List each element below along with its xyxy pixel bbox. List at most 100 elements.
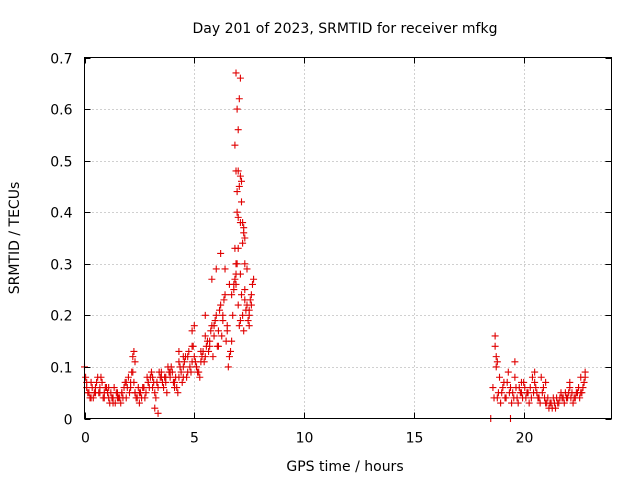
data-point: [227, 347, 235, 355]
data-point: [128, 368, 136, 376]
data-point: [565, 389, 573, 397]
data-point: [97, 373, 105, 381]
data-point: [162, 373, 170, 381]
x-tick-labels: 0 5 10 15 20: [81, 431, 533, 447]
data-point: [207, 327, 215, 335]
data-point: [510, 394, 518, 402]
data-point: [93, 378, 101, 386]
data-point: [241, 296, 249, 304]
data-point: [122, 394, 130, 402]
data-point: [196, 373, 204, 381]
data-point: [198, 353, 206, 361]
data-point: [130, 347, 138, 355]
data-point: [141, 394, 149, 402]
data-point: [238, 198, 246, 206]
data-point: [221, 265, 229, 273]
data-point: [511, 358, 519, 366]
data-point: [489, 384, 497, 392]
data-point: [490, 394, 498, 402]
data-point: [84, 389, 92, 397]
data-point: [547, 399, 555, 407]
data-point: [175, 358, 183, 366]
data-point: [233, 188, 241, 196]
y-tick-label: 0.5: [50, 155, 72, 171]
data-point: [91, 384, 99, 392]
data-point: [221, 291, 229, 299]
data-point: [537, 373, 545, 381]
data-point: [151, 404, 159, 412]
data-point: [105, 384, 113, 392]
data-point: [152, 394, 160, 402]
data-point: [523, 389, 531, 397]
data-points: [81, 69, 589, 422]
data-point: [202, 342, 210, 350]
data-point: [229, 311, 237, 319]
data-point: [505, 389, 513, 397]
data-point: [218, 332, 226, 340]
data-point: [501, 394, 509, 402]
x-tick-label: 5: [190, 431, 199, 447]
data-point: [175, 347, 183, 355]
data-point: [240, 229, 248, 237]
data-point: [239, 311, 247, 319]
chart-title: Day 201 of 2023, SRMTID for receiver mfk…: [193, 21, 498, 37]
data-point: [166, 368, 174, 376]
data-point: [206, 337, 214, 345]
data-point: [528, 373, 536, 381]
data-point: [169, 378, 177, 386]
data-point: [241, 234, 249, 242]
data-point: [228, 291, 236, 299]
data-point: [579, 384, 587, 392]
data-point: [491, 342, 499, 350]
data-point: [577, 373, 585, 381]
x-tick-label: 0: [81, 431, 90, 447]
data-point: [497, 399, 505, 407]
data-point: [499, 384, 507, 392]
data-point: [244, 317, 252, 325]
data-point: [191, 358, 199, 366]
data-point: [532, 384, 540, 392]
data-point: [235, 95, 243, 103]
data-point: [234, 301, 242, 309]
data-point: [154, 409, 162, 417]
data-point: [209, 353, 217, 361]
data-point: [234, 167, 242, 175]
data-point: [131, 358, 139, 366]
data-point: [117, 399, 125, 407]
data-point: [496, 373, 504, 381]
data-point: [201, 311, 209, 319]
data-point: [538, 389, 546, 397]
data-point: [153, 378, 161, 386]
data-point: [560, 399, 568, 407]
data-point: [223, 327, 231, 335]
data-point: [240, 327, 248, 335]
y-axis-label: SRMTID / TECUs: [7, 182, 23, 295]
data-point: [233, 105, 241, 113]
data-point: [525, 399, 533, 407]
y-tick-label: 0.1: [50, 361, 72, 377]
data-point: [493, 358, 501, 366]
data-point: [519, 394, 527, 402]
data-point: [232, 69, 240, 77]
data-point: [172, 373, 180, 381]
x-tick-label: 20: [516, 431, 534, 447]
data-point: [236, 317, 244, 325]
data-point: [521, 384, 529, 392]
data-point: [238, 177, 246, 185]
data-point: [96, 389, 104, 397]
data-point: [171, 384, 179, 392]
data-point: [517, 378, 525, 386]
data-point: [531, 378, 539, 386]
data-point: [549, 394, 557, 402]
data-point: [569, 399, 577, 407]
data-point: [197, 347, 205, 355]
data-point: [503, 378, 511, 386]
y-tick-label: 0.6: [50, 103, 72, 119]
data-point: [541, 394, 549, 402]
data-point: [127, 378, 135, 386]
y-tick-label: 0: [64, 413, 73, 429]
x-tick-label: 15: [406, 431, 424, 447]
data-point: [242, 306, 250, 314]
data-point: [174, 389, 182, 397]
